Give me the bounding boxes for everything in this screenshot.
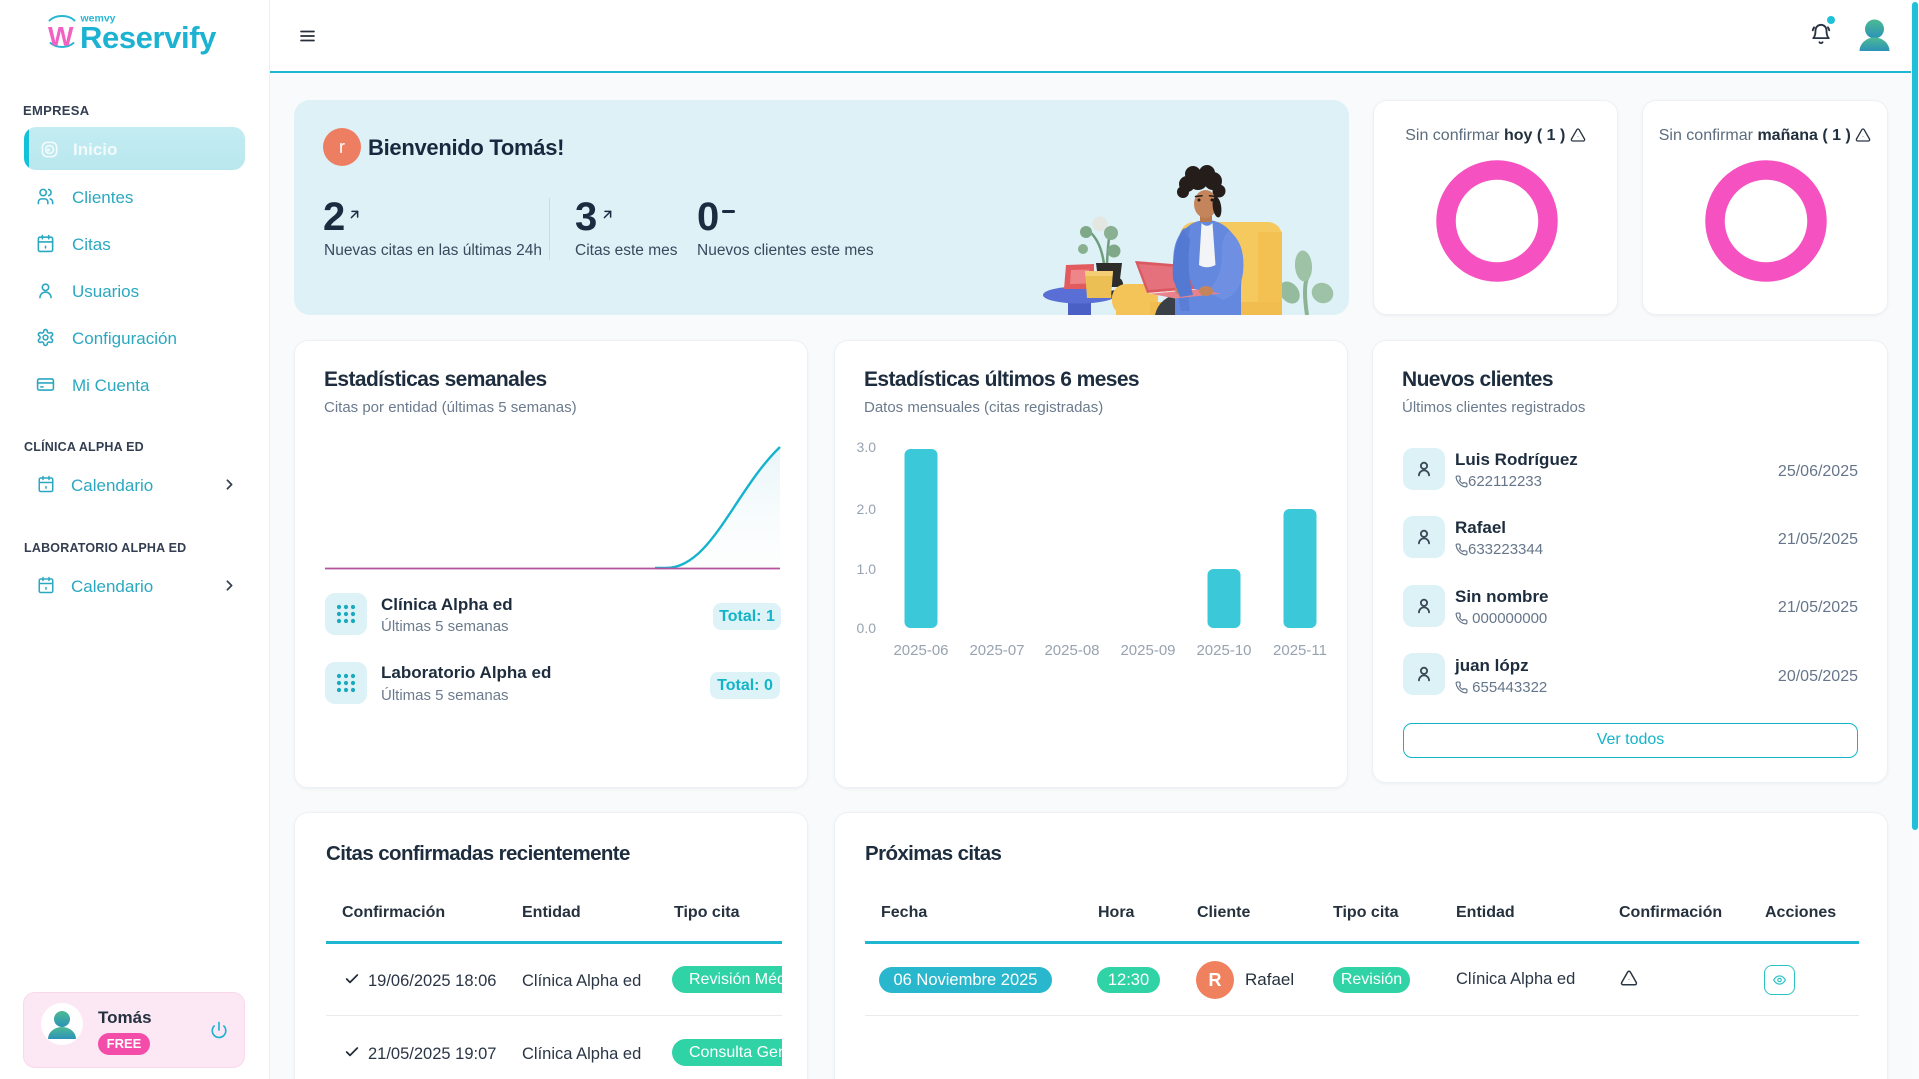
svg-text:Reservify: Reservify [80,20,217,55]
svg-text:W: W [48,22,74,52]
svg-text:wemvy: wemvy [80,13,116,25]
